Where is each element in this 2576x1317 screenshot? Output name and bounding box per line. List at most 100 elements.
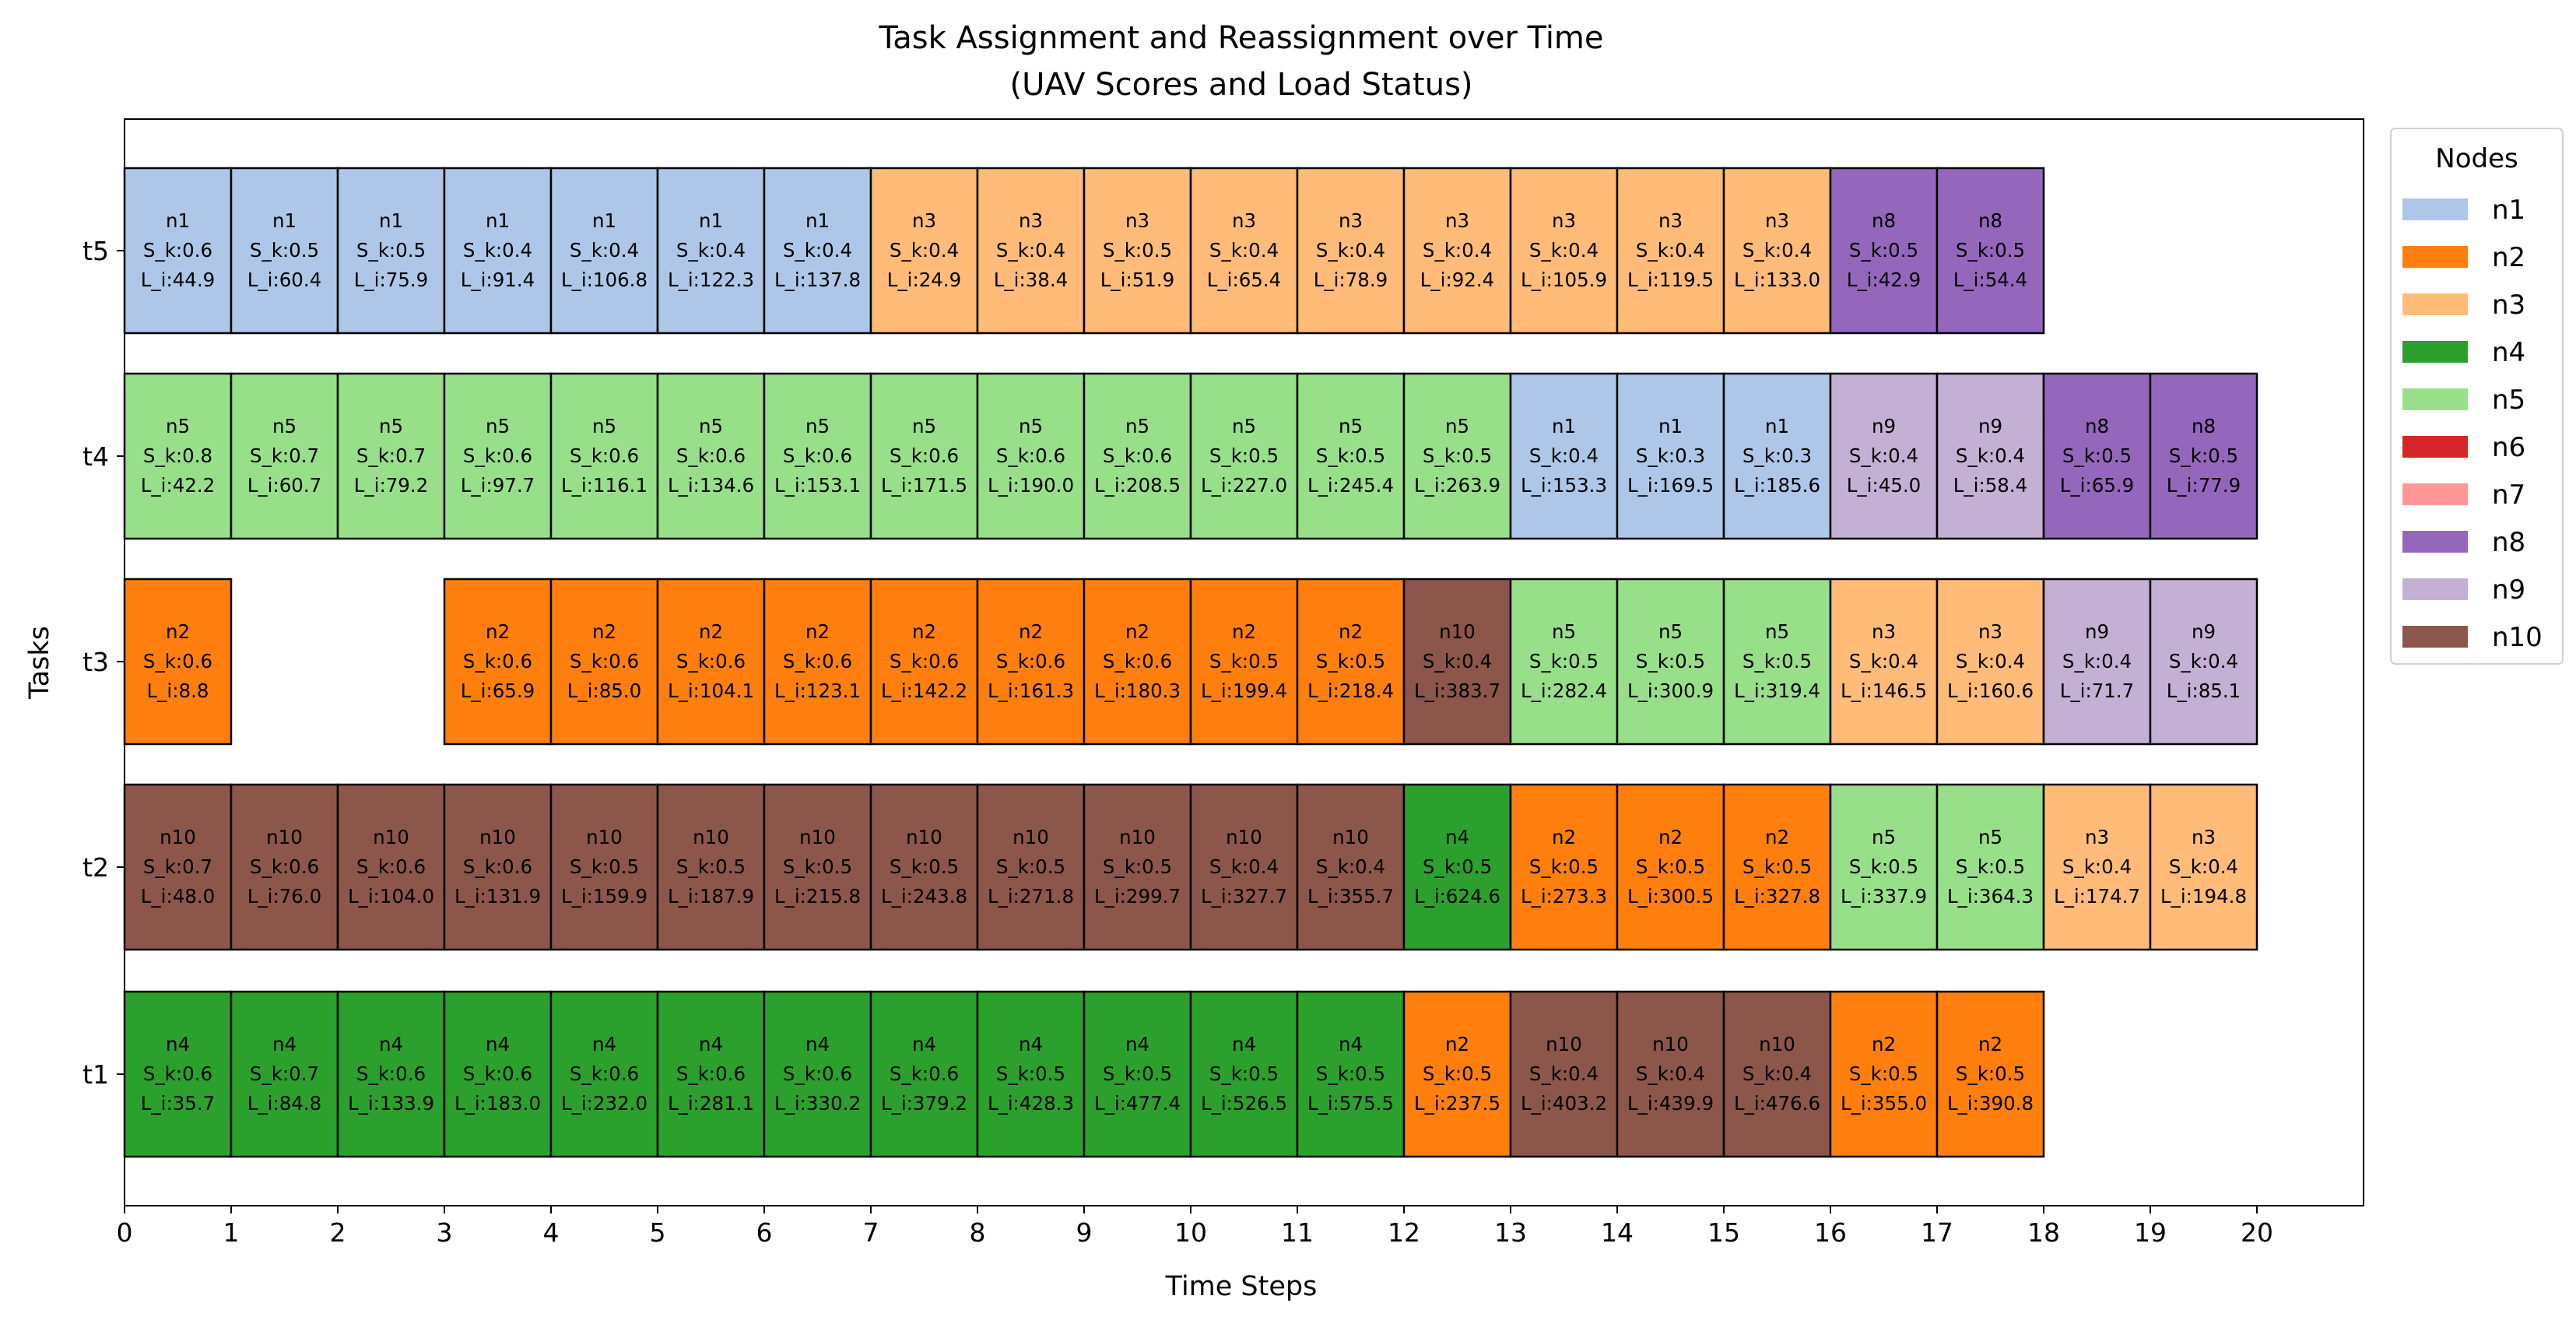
bar-rect <box>976 578 1086 746</box>
bar-node-label: n3 <box>1232 209 1256 232</box>
bar-segment: n4 S_k:0.7 L_i:84.8 <box>230 990 339 1158</box>
bar-load-label: L_i:85.0 <box>567 680 642 702</box>
bar-load-label: L_i:71.7 <box>2060 680 2135 702</box>
bar-segment: n5 S_k:0.8 L_i:42.2 <box>123 372 233 540</box>
bar-score-label: S_k:0.6 <box>676 1062 746 1085</box>
bar-node-label: n3 <box>1125 209 1149 232</box>
bar-node-label: n9 <box>1978 415 2002 437</box>
bar-rect <box>656 372 766 540</box>
bar-segment: n9 S_k:0.4 L_i:71.7 <box>2042 578 2152 746</box>
bar-load-label: L_i:105.9 <box>1521 269 1607 291</box>
bar-node-label: n9 <box>1872 415 1896 437</box>
bar-rect <box>2149 578 2258 746</box>
bar-segment: n10 S_k:0.5 L_i:215.8 <box>763 783 872 951</box>
bar-node-label: n9 <box>2192 620 2216 643</box>
bar-score-label: S_k:0.4 <box>1956 650 2025 673</box>
bar-segment: n5 S_k:0.5 L_i:337.9 <box>1829 783 1939 951</box>
bar-segment: n10 S_k:0.4 L_i:439.9 <box>1616 990 1725 1158</box>
bar-segment: n2 S_k:0.6 L_i:161.3 <box>976 578 1086 746</box>
bar-rect <box>1083 990 1192 1158</box>
bar-rect <box>230 372 339 540</box>
bar-score-label: S_k:0.3 <box>1636 444 1705 467</box>
bar-segment: n5 S_k:0.6 L_i:171.5 <box>869 372 979 540</box>
bar-rect <box>1722 783 1832 951</box>
bar-node-label: n3 <box>1765 209 1789 232</box>
bar-segment: n9 S_k:0.4 L_i:58.4 <box>1936 372 2045 540</box>
bar-node-label: n1 <box>486 209 510 232</box>
bar-score-label: S_k:0.4 <box>1316 239 1385 262</box>
bar-rect <box>656 990 766 1158</box>
bar-load-label: L_i:60.4 <box>247 269 322 291</box>
bar-segment: n4 S_k:0.6 L_i:35.7 <box>123 990 233 1158</box>
legend-label: n4 <box>2492 337 2525 368</box>
bar-score-label: S_k:0.6 <box>783 650 852 673</box>
legend-swatch <box>2402 483 2468 505</box>
bar-load-label: L_i:190.0 <box>988 474 1074 497</box>
bar-node-label: n2 <box>1339 620 1363 643</box>
bar-rect <box>656 578 766 746</box>
bar-rect <box>443 578 553 746</box>
bar-score-label: S_k:0.5 <box>356 239 426 262</box>
bar-node-label: n5 <box>1339 415 1363 437</box>
bar-load-label: L_i:624.6 <box>1414 885 1500 908</box>
bar-node-label: n5 <box>379 415 403 437</box>
bar-segment: n1 S_k:0.3 L_i:169.5 <box>1616 372 1725 540</box>
bar-load-label: L_i:119.5 <box>1627 269 1714 291</box>
bar-segment: n3 S_k:0.4 L_i:160.6 <box>1936 578 2045 746</box>
bar-rect <box>1189 578 1299 746</box>
bar-load-label: L_i:75.9 <box>354 269 429 291</box>
bar-rect <box>1722 372 1832 540</box>
bar-score-label: S_k:0.6 <box>890 1062 959 1085</box>
bar-score-label: S_k:0.4 <box>1849 650 1918 673</box>
bar-node-label: n5 <box>592 415 616 437</box>
bar-score-label: S_k:0.5 <box>1956 855 2025 878</box>
bar-load-label: L_i:337.9 <box>1841 885 1927 908</box>
bar-rect <box>1936 578 2045 746</box>
bar-load-label: L_i:160.6 <box>1947 680 2034 702</box>
bar-score-label: S_k:0.5 <box>250 239 319 262</box>
bar-load-label: L_i:133.0 <box>1734 269 1820 291</box>
bar-load-label: L_i:142.2 <box>881 680 967 702</box>
bar-score-label: S_k:0.4 <box>2062 650 2132 673</box>
bar-segment: n2 S_k:0.6 L_i:85.0 <box>549 578 659 746</box>
x-tick-label: 11 <box>1281 1217 1314 1248</box>
bar-segment: n10 S_k:0.4 L_i:476.6 <box>1722 990 1832 1158</box>
bar-score-label: S_k:0.5 <box>1209 1062 1279 1085</box>
bar-rect <box>1722 990 1832 1158</box>
bar-load-label: L_i:327.8 <box>1734 885 1820 908</box>
bar-score-label: S_k:0.5 <box>890 855 959 878</box>
bar-load-label: L_i:134.6 <box>668 474 754 497</box>
bar-segment: n10 S_k:0.4 L_i:355.7 <box>1296 783 1406 951</box>
bar-load-label: L_i:383.7 <box>1414 680 1500 702</box>
legend-swatch <box>2402 531 2468 553</box>
bar-segment: n4 S_k:0.6 L_i:133.9 <box>336 990 446 1158</box>
bar-score-label: S_k:0.6 <box>1103 444 1172 467</box>
bar-score-label: S_k:0.4 <box>1849 444 1918 467</box>
bar-score-label: S_k:0.6 <box>463 1062 532 1085</box>
legend-label: n1 <box>2492 195 2525 226</box>
bar-score-label: S_k:0.5 <box>2169 444 2238 467</box>
bar-segment: n3 S_k:0.4 L_i:146.5 <box>1829 578 1939 746</box>
bar-node-label: n3 <box>1445 209 1469 232</box>
bar-segment: n3 S_k:0.4 L_i:38.4 <box>976 167 1086 335</box>
bar-score-label: S_k:0.5 <box>1209 650 1279 673</box>
legend-swatch <box>2402 578 2468 600</box>
x-tick-label: 7 <box>863 1217 879 1248</box>
bar-score-label: S_k:0.5 <box>1636 650 1705 673</box>
bar-node-label: n4 <box>1232 1033 1256 1055</box>
bar-load-label: L_i:476.6 <box>1734 1092 1820 1115</box>
bar-load-label: L_i:97.7 <box>461 474 535 497</box>
bar-segment: n5 S_k:0.5 L_i:227.0 <box>1189 372 1299 540</box>
bar-score-label: S_k:0.5 <box>1956 239 2025 262</box>
bar-node-label: n3 <box>1978 620 2002 643</box>
bar-load-label: L_i:76.0 <box>247 885 322 908</box>
bar-rect <box>1829 578 1939 746</box>
y-tick-label: t1 <box>82 1059 109 1090</box>
bar-load-label: L_i:146.5 <box>1841 680 1927 702</box>
bar-segment: n10 S_k:0.4 L_i:383.7 <box>1402 578 1512 746</box>
bar-rect <box>1829 167 1939 335</box>
bar-node-label: n4 <box>379 1033 403 1055</box>
bar-rect <box>123 783 233 951</box>
x-tick-label: 10 <box>1174 1217 1207 1248</box>
bar-segment: n10 S_k:0.6 L_i:76.0 <box>230 783 339 951</box>
